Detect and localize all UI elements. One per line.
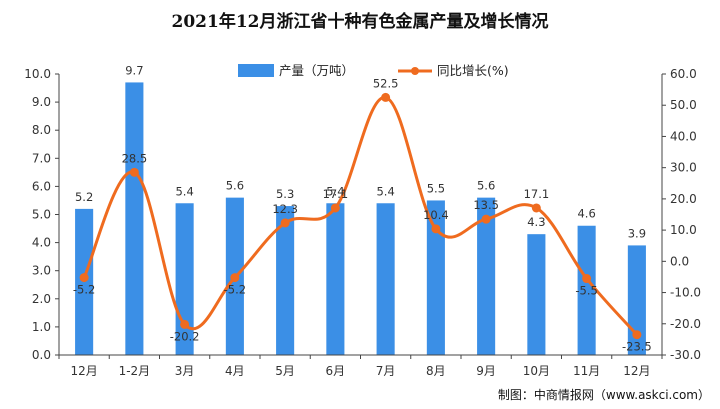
x-tick-label: 4月 bbox=[225, 364, 245, 378]
bar-value-label: 3.9 bbox=[628, 226, 646, 240]
line-point bbox=[230, 273, 240, 283]
y-left-tick-label: 6.0 bbox=[32, 179, 51, 193]
bar bbox=[276, 206, 295, 355]
bar-series bbox=[75, 82, 646, 356]
y-right-tick-label: -10.0 bbox=[670, 286, 701, 300]
line-point bbox=[129, 167, 139, 177]
y-left-tick-label: 8.0 bbox=[32, 123, 51, 137]
legend-line-label: 同比增长(%) bbox=[437, 63, 509, 78]
line-point bbox=[180, 319, 190, 329]
y-right-tick-label: 20.0 bbox=[670, 192, 697, 206]
bar bbox=[577, 225, 596, 355]
x-tick-label: 9月 bbox=[476, 364, 496, 378]
y-right-tick-label: 0.0 bbox=[670, 254, 689, 268]
y-left-tick-label: 10.0 bbox=[24, 67, 51, 81]
y-right-tick-label: 10.0 bbox=[670, 223, 697, 237]
line-value-label: -5.2 bbox=[73, 283, 95, 297]
line-value-label: -5.2 bbox=[224, 283, 246, 297]
y-left-tick-label: 4.0 bbox=[32, 236, 51, 250]
x-tick-label: 5月 bbox=[275, 364, 295, 378]
x-tick-label: 8月 bbox=[426, 364, 446, 378]
x-tick-label: 12月 bbox=[70, 364, 97, 378]
line-point bbox=[330, 203, 340, 213]
bar-value-label: 9.7 bbox=[125, 63, 143, 77]
line-value-label: 52.5 bbox=[373, 76, 399, 90]
line-value-label: 28.5 bbox=[122, 151, 148, 165]
y-right-tick-label: 40.0 bbox=[670, 129, 697, 143]
x-tick-label: 12月 bbox=[623, 364, 650, 378]
line-point bbox=[582, 274, 592, 284]
axes: 0.0 1.0 2.0 3.0 4.0 5.0 6.0 7.0 8.0 9.0 10.0 -30.0 -… bbox=[24, 67, 701, 378]
bar bbox=[426, 200, 445, 355]
line-value-label: 17.1 bbox=[323, 187, 349, 201]
y-left-tick-label: 5.0 bbox=[32, 208, 51, 222]
y-right-tick-label: 60.0 bbox=[670, 67, 697, 81]
source-note: 制图：中商情报网（www.askci.com） bbox=[498, 387, 710, 402]
line-point bbox=[381, 92, 391, 102]
x-tick-label: 11月 bbox=[573, 364, 600, 378]
bar-value-label: 5.5 bbox=[427, 181, 445, 195]
y-left-tick-label: 2.0 bbox=[32, 292, 51, 306]
bar bbox=[527, 234, 546, 355]
legend-bar-label: 产量（万吨） bbox=[279, 63, 354, 78]
y-right-tick-label: 30.0 bbox=[670, 161, 697, 175]
line-value-label: 12.3 bbox=[272, 202, 298, 216]
x-tick-label: 3月 bbox=[175, 364, 195, 378]
bar bbox=[477, 197, 496, 355]
y-left-tick-label: 3.0 bbox=[32, 264, 51, 278]
bar bbox=[376, 203, 395, 355]
bar-value-label: 5.4 bbox=[326, 184, 344, 198]
bar-value-label: 5.4 bbox=[376, 184, 394, 198]
line-value-label: 17.1 bbox=[524, 187, 550, 201]
bar bbox=[125, 82, 144, 356]
legend-bar-swatch bbox=[238, 64, 274, 77]
bar-value-label: 5.6 bbox=[226, 179, 244, 193]
bar-value-label: 5.6 bbox=[477, 179, 495, 193]
bar-value-label: 4.3 bbox=[527, 215, 545, 229]
line-point bbox=[431, 224, 441, 234]
line-value-label: -20.2 bbox=[170, 329, 200, 343]
y-left-tick-label: 0.0 bbox=[32, 348, 51, 362]
line-point bbox=[481, 214, 491, 224]
line-value-label: -23.5 bbox=[622, 340, 652, 354]
y-right-tick-label: -30.0 bbox=[670, 348, 701, 362]
legend-line-marker bbox=[411, 67, 419, 75]
y-left-tick-label: 9.0 bbox=[32, 95, 51, 109]
chart-title: 2021年12月浙江省十种有色金属产量及增长情况 bbox=[172, 11, 549, 32]
x-tick-label: 10月 bbox=[523, 364, 550, 378]
line-value-label: -5.5 bbox=[575, 284, 597, 298]
bar-value-label: 4.6 bbox=[577, 207, 595, 221]
bar-value-label: 5.3 bbox=[276, 187, 294, 201]
line-series bbox=[79, 92, 642, 340]
data-labels: 5.2 9.7 5.4 5.6 5.3 5.4 5.4 5.5 5.6 4.3 4.6 3.9 -5.2… bbox=[73, 63, 652, 353]
bar-value-label: 5.2 bbox=[75, 190, 93, 204]
line-point bbox=[79, 273, 89, 283]
y-left-tick-label: 7.0 bbox=[32, 151, 51, 165]
y-right-tick-label: 50.0 bbox=[670, 98, 697, 112]
growth-line bbox=[82, 95, 638, 336]
line-value-label: 13.5 bbox=[473, 198, 499, 212]
x-tick-label: 1-2月 bbox=[119, 364, 151, 378]
x-tick-label: 6月 bbox=[326, 364, 346, 378]
y-left-tick-label: 1.0 bbox=[32, 320, 51, 334]
line-value-label: 10.4 bbox=[423, 208, 449, 222]
bar-value-label: 5.4 bbox=[175, 184, 193, 198]
bar bbox=[326, 203, 345, 355]
y-right-tick-label: -20.0 bbox=[670, 317, 701, 331]
legend: 产量（万吨） 同比增长(%) bbox=[238, 63, 509, 78]
line-point bbox=[531, 203, 541, 213]
line-point bbox=[632, 330, 642, 340]
line-point bbox=[280, 218, 290, 228]
x-tick-label: 7月 bbox=[376, 364, 396, 378]
